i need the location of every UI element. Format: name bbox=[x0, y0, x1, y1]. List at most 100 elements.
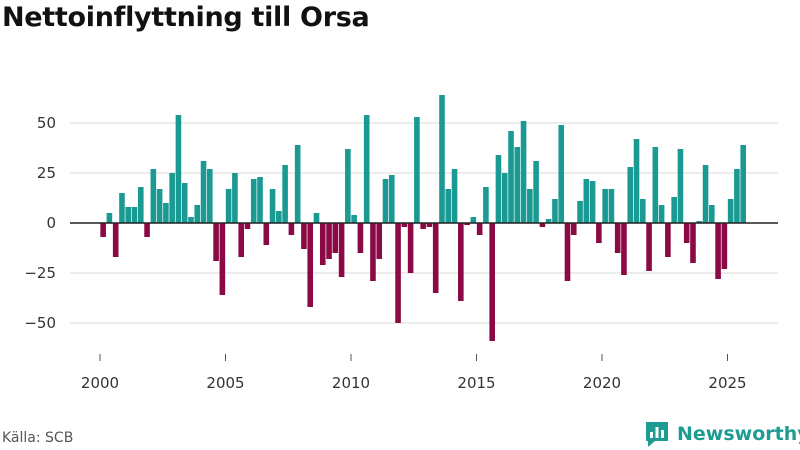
x-tick-label: 2015 bbox=[457, 374, 495, 392]
bar bbox=[345, 149, 351, 223]
bar bbox=[483, 187, 489, 223]
bar bbox=[696, 221, 703, 223]
bar bbox=[614, 223, 621, 253]
bar bbox=[332, 223, 339, 253]
bar bbox=[257, 177, 263, 223]
bar bbox=[445, 189, 452, 223]
bar bbox=[219, 223, 226, 295]
bar bbox=[156, 189, 163, 223]
y-tick-label: 50 bbox=[37, 114, 56, 132]
x-tick-label: 2025 bbox=[708, 374, 746, 392]
bar bbox=[181, 183, 188, 223]
bar bbox=[583, 179, 590, 223]
bar bbox=[301, 223, 307, 249]
bar bbox=[734, 169, 740, 223]
bar bbox=[558, 125, 565, 223]
y-axis-labels: −50 −25 0 25 50 bbox=[24, 114, 56, 332]
bar bbox=[658, 205, 665, 223]
bars bbox=[100, 95, 746, 341]
bar bbox=[131, 207, 138, 223]
bar bbox=[577, 201, 583, 223]
bar bbox=[313, 213, 320, 223]
bar bbox=[552, 199, 558, 223]
source-note: Källa: SCB bbox=[2, 430, 74, 446]
x-axis-labels: 2000 2005 2010 2015 2020 2025 bbox=[81, 354, 747, 392]
grid-lines bbox=[70, 122, 778, 324]
bar bbox=[608, 189, 615, 223]
bar bbox=[207, 169, 213, 223]
bar bbox=[414, 117, 420, 223]
x-tick-label: 2005 bbox=[206, 374, 244, 392]
bar bbox=[238, 223, 244, 257]
bar bbox=[376, 223, 383, 259]
bar bbox=[144, 223, 150, 237]
bar bbox=[200, 161, 207, 223]
bar bbox=[432, 223, 439, 293]
bar bbox=[382, 179, 389, 223]
bar bbox=[495, 155, 502, 223]
bar bbox=[426, 223, 433, 227]
bar bbox=[307, 223, 314, 307]
bar bbox=[451, 169, 458, 223]
x-tick-label: 2000 bbox=[81, 374, 119, 392]
bar bbox=[464, 223, 470, 225]
bar bbox=[338, 223, 345, 277]
bar bbox=[351, 215, 357, 223]
y-tick-label: 25 bbox=[37, 164, 56, 182]
bar bbox=[602, 189, 608, 223]
bar bbox=[137, 187, 144, 223]
bar bbox=[652, 147, 659, 223]
bar bbox=[527, 189, 533, 223]
bar bbox=[175, 115, 182, 223]
bar bbox=[671, 197, 677, 223]
x-tick-label: 2010 bbox=[332, 374, 370, 392]
bar bbox=[250, 179, 257, 223]
bar bbox=[539, 223, 546, 227]
bar-chart: −50 −25 0 25 50 2000 2005 2010 2015 2020 2025 bbox=[24, 95, 778, 392]
bar bbox=[514, 147, 521, 223]
bar bbox=[683, 223, 690, 243]
bar bbox=[702, 165, 709, 223]
bar bbox=[715, 223, 721, 279]
bar bbox=[633, 139, 640, 223]
bar bbox=[407, 223, 414, 273]
newsworthy-logo-icon bbox=[646, 422, 668, 447]
bar bbox=[112, 223, 119, 257]
bar bbox=[188, 217, 194, 223]
bar bbox=[276, 211, 282, 223]
bar bbox=[319, 223, 326, 265]
bar bbox=[420, 223, 426, 229]
bar bbox=[244, 223, 251, 229]
bar bbox=[489, 223, 495, 341]
bar bbox=[439, 95, 445, 223]
bar bbox=[545, 219, 552, 223]
brand-name: Newsworthy bbox=[677, 423, 800, 445]
bar bbox=[269, 189, 276, 223]
bar bbox=[721, 223, 728, 269]
bar bbox=[163, 203, 169, 223]
x-tick-label: 2020 bbox=[583, 374, 621, 392]
bar bbox=[169, 173, 175, 223]
bar bbox=[288, 223, 295, 235]
bar bbox=[194, 205, 201, 223]
bar bbox=[470, 217, 477, 223]
bar bbox=[533, 161, 539, 223]
chart-title: Nettoinflyttning till Orsa bbox=[2, 2, 370, 33]
bar bbox=[476, 223, 483, 235]
bar bbox=[119, 193, 125, 223]
bar bbox=[370, 223, 376, 281]
bar bbox=[727, 199, 734, 223]
bar bbox=[564, 223, 571, 281]
brand-logo: Newsworthy bbox=[644, 420, 800, 448]
bar bbox=[639, 199, 646, 223]
bar bbox=[282, 165, 288, 223]
bar bbox=[709, 205, 715, 223]
y-tick-label: −50 bbox=[24, 314, 56, 332]
bar bbox=[677, 149, 684, 223]
bar bbox=[646, 223, 652, 271]
bar bbox=[395, 223, 401, 323]
bar bbox=[125, 207, 132, 223]
bar bbox=[213, 223, 219, 261]
bar bbox=[690, 223, 696, 263]
bar bbox=[363, 115, 370, 223]
